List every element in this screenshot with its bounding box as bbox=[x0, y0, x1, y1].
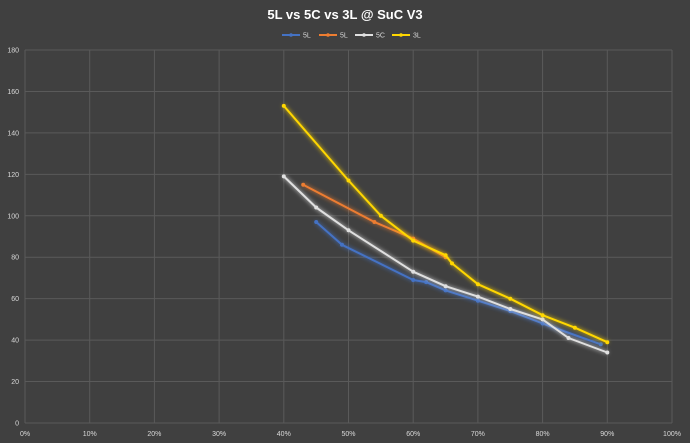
x-tick-label: 50% bbox=[341, 431, 355, 438]
data-point bbox=[540, 313, 545, 318]
legend-swatch-marker bbox=[289, 33, 293, 37]
data-point bbox=[424, 280, 429, 285]
legend-label: 5L bbox=[303, 33, 311, 40]
data-point bbox=[281, 103, 286, 108]
series-line bbox=[282, 175, 609, 354]
data-point bbox=[572, 325, 577, 330]
data-point bbox=[540, 317, 545, 322]
x-tick-label: 0% bbox=[20, 431, 30, 438]
y-tick-label: 40 bbox=[11, 338, 19, 345]
y-tick-label: 100 bbox=[7, 213, 19, 220]
x-axis-ticks: 0% 10% 20% 30% 40% 50% 60% 70% 80% 90% 100% bbox=[20, 431, 681, 438]
legend-label: 5L bbox=[340, 33, 348, 40]
x-tick-label: 10% bbox=[83, 431, 97, 438]
legend-swatch-marker bbox=[326, 33, 330, 37]
data-point bbox=[605, 350, 610, 355]
data-point bbox=[340, 242, 344, 247]
legend-swatch-marker bbox=[399, 33, 403, 37]
data-point bbox=[372, 220, 377, 224]
data-point bbox=[411, 269, 416, 274]
series-5L bbox=[314, 220, 603, 347]
y-tick-label: 120 bbox=[7, 172, 19, 179]
series-line bbox=[282, 104, 609, 344]
data-point bbox=[443, 288, 448, 293]
data-point bbox=[475, 294, 480, 299]
series-3L bbox=[281, 103, 610, 345]
y-tick-label: 20 bbox=[11, 379, 19, 386]
series-group bbox=[281, 103, 610, 355]
gridlines bbox=[24, 49, 673, 424]
series-line bbox=[315, 221, 602, 346]
x-tick-label: 40% bbox=[277, 431, 291, 438]
x-tick-label: 90% bbox=[600, 431, 614, 438]
data-point bbox=[443, 284, 448, 289]
data-point bbox=[605, 340, 610, 345]
data-point bbox=[411, 238, 416, 243]
data-point bbox=[598, 342, 603, 347]
data-point bbox=[314, 205, 319, 210]
data-point bbox=[281, 174, 286, 179]
data-point bbox=[566, 336, 571, 340]
chart-title: 5L vs 5C vs 3L @ SuC V3 bbox=[267, 7, 422, 22]
data-point bbox=[378, 213, 383, 218]
y-tick-label: 60 bbox=[11, 296, 19, 303]
data-point bbox=[475, 282, 480, 287]
data-point bbox=[346, 228, 351, 233]
x-tick-label: 60% bbox=[406, 431, 420, 438]
y-tick-label: 160 bbox=[7, 89, 19, 96]
data-point bbox=[443, 253, 448, 258]
data-point bbox=[314, 220, 319, 224]
data-point bbox=[508, 307, 513, 311]
y-axis-ticks: 0 20 40 60 80 100 120 140 160 180 bbox=[7, 48, 19, 428]
x-tick-label: 70% bbox=[471, 431, 485, 438]
legend-label: 5C bbox=[376, 33, 385, 40]
x-tick-label: 100% bbox=[663, 431, 681, 438]
data-point bbox=[540, 321, 545, 326]
data-point bbox=[508, 296, 513, 301]
y-tick-label: 0 bbox=[15, 421, 19, 428]
data-point bbox=[301, 182, 306, 187]
data-point bbox=[411, 278, 416, 282]
data-point bbox=[475, 298, 480, 303]
y-tick-label: 140 bbox=[7, 130, 19, 137]
x-tick-label: 20% bbox=[147, 431, 161, 438]
data-point bbox=[346, 178, 351, 183]
y-tick-label: 80 bbox=[11, 255, 19, 262]
series-5C bbox=[281, 174, 610, 355]
legend-label: 3L bbox=[413, 33, 421, 40]
legend: 5L 5L 5C 3L bbox=[282, 33, 421, 40]
x-tick-label: 30% bbox=[212, 431, 226, 438]
y-tick-label: 180 bbox=[7, 48, 19, 55]
x-tick-label: 80% bbox=[536, 431, 550, 438]
data-point bbox=[450, 261, 454, 266]
legend-swatch-marker bbox=[362, 33, 366, 37]
